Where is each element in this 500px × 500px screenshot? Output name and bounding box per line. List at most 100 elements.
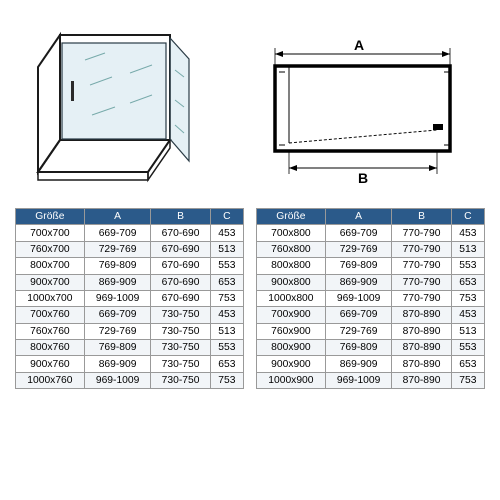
table-header-cell: C — [451, 209, 484, 225]
table-cell: 729-769 — [84, 323, 151, 339]
table-cell: 969-1009 — [84, 372, 151, 388]
table-cell: 869-909 — [84, 274, 151, 290]
table-cell: 870-890 — [392, 323, 451, 339]
table-cell: 669-709 — [84, 307, 151, 323]
table-cell: 969-1009 — [325, 372, 392, 388]
table-cell: 770-790 — [392, 225, 451, 241]
table-cell: 753 — [210, 290, 243, 306]
table-row: 1000x800969-1009770-790753 — [257, 290, 485, 306]
table-cell: 670-690 — [151, 290, 210, 306]
table-row: 700x800669-709770-790453 — [257, 225, 485, 241]
table-cell: 769-809 — [84, 340, 151, 356]
table-cell: 553 — [210, 258, 243, 274]
tables-container: GrößeABC 700x700669-709670-690453760x700… — [15, 208, 485, 389]
table-cell: 729-769 — [325, 323, 392, 339]
table-cell: 770-790 — [392, 290, 451, 306]
table-cell: 870-890 — [392, 307, 451, 323]
table-cell: 870-890 — [392, 340, 451, 356]
table-cell: 969-1009 — [325, 290, 392, 306]
table-row: 900x800869-909770-790653 — [257, 274, 485, 290]
table-header-cell: A — [84, 209, 151, 225]
table-cell: 760x700 — [16, 241, 85, 257]
table-row: 800x760769-809730-750553 — [16, 340, 244, 356]
table-cell: 700x800 — [257, 225, 326, 241]
table-header-row: GrößeABC — [257, 209, 485, 225]
table-header-cell: A — [325, 209, 392, 225]
table-row: 1000x760969-1009730-750753 — [16, 372, 244, 388]
table-body-left: 700x700669-709670-690453760x700729-76967… — [16, 225, 244, 389]
table-cell: 669-709 — [84, 225, 151, 241]
table-cell: 769-809 — [325, 258, 392, 274]
table-cell: 900x900 — [257, 356, 326, 372]
table-cell: 700x760 — [16, 307, 85, 323]
table-cell: 1000x760 — [16, 372, 85, 388]
size-table-left: GrößeABC 700x700669-709670-690453760x700… — [15, 208, 244, 389]
table-header-row: GrößeABC — [16, 209, 244, 225]
table-cell: 869-909 — [325, 274, 392, 290]
table-cell: 700x700 — [16, 225, 85, 241]
table-cell: 869-909 — [325, 356, 392, 372]
plan-diagram-icon: A B — [245, 40, 470, 190]
table-cell: 653 — [451, 356, 484, 372]
table-cell: 700x900 — [257, 307, 326, 323]
table-cell: 730-750 — [151, 356, 210, 372]
table-cell: 760x760 — [16, 323, 85, 339]
table-row: 800x900769-809870-890553 — [257, 340, 485, 356]
table-cell: 670-690 — [151, 225, 210, 241]
table-cell: 453 — [451, 307, 484, 323]
enclosure-3d-icon — [30, 25, 215, 190]
table-cell: 730-750 — [151, 323, 210, 339]
table-cell: 870-890 — [392, 356, 451, 372]
table-cell: 800x800 — [257, 258, 326, 274]
table-header-cell: B — [392, 209, 451, 225]
table-cell: 553 — [210, 340, 243, 356]
table-row: 760x900729-769870-890513 — [257, 323, 485, 339]
table-cell: 769-809 — [325, 340, 392, 356]
table-cell: 513 — [451, 241, 484, 257]
table-cell: 969-1009 — [84, 290, 151, 306]
table-cell: 669-709 — [325, 307, 392, 323]
table-cell: 753 — [451, 372, 484, 388]
table-cell: 729-769 — [325, 241, 392, 257]
table-cell: 800x760 — [16, 340, 85, 356]
table-cell: 453 — [210, 307, 243, 323]
table-cell: 453 — [210, 225, 243, 241]
table-cell: 1000x800 — [257, 290, 326, 306]
table-cell: 900x700 — [16, 274, 85, 290]
table-cell: 730-750 — [151, 307, 210, 323]
table-row: 1000x700969-1009670-690753 — [16, 290, 244, 306]
table-cell: 553 — [451, 258, 484, 274]
table-header-cell: C — [210, 209, 243, 225]
table-row: 760x760729-769730-750513 — [16, 323, 244, 339]
table-cell: 670-690 — [151, 241, 210, 257]
table-cell: 869-909 — [84, 356, 151, 372]
table-cell: 670-690 — [151, 258, 210, 274]
table-header-cell: B — [151, 209, 210, 225]
dim-label-a: A — [354, 40, 364, 53]
table-row: 700x900669-709870-890453 — [257, 307, 485, 323]
table-cell: 513 — [451, 323, 484, 339]
table-cell: 729-769 — [84, 241, 151, 257]
table-cell: 453 — [451, 225, 484, 241]
table-cell: 760x800 — [257, 241, 326, 257]
table-row: 700x760669-709730-750453 — [16, 307, 244, 323]
table-cell: 670-690 — [151, 274, 210, 290]
table-cell: 900x800 — [257, 274, 326, 290]
size-table-right: GrößeABC 700x800669-709770-790453760x800… — [256, 208, 485, 389]
table-row: 900x700869-909670-690653 — [16, 274, 244, 290]
table-header-cell: Größe — [257, 209, 326, 225]
diagram-row: A B — [15, 20, 485, 190]
table-cell: 669-709 — [325, 225, 392, 241]
table-row: 900x900869-909870-890653 — [257, 356, 485, 372]
table-row: 760x700729-769670-690513 — [16, 241, 244, 257]
table-cell: 730-750 — [151, 372, 210, 388]
table-cell: 753 — [451, 290, 484, 306]
table-row: 800x700769-809670-690553 — [16, 258, 244, 274]
table-cell: 760x900 — [257, 323, 326, 339]
table-row: 700x700669-709670-690453 — [16, 225, 244, 241]
table-cell: 730-750 — [151, 340, 210, 356]
table-cell: 900x760 — [16, 356, 85, 372]
table-body-right: 700x800669-709770-790453760x800729-76977… — [257, 225, 485, 389]
table-cell: 653 — [451, 274, 484, 290]
table-row: 1000x900969-1009870-890753 — [257, 372, 485, 388]
